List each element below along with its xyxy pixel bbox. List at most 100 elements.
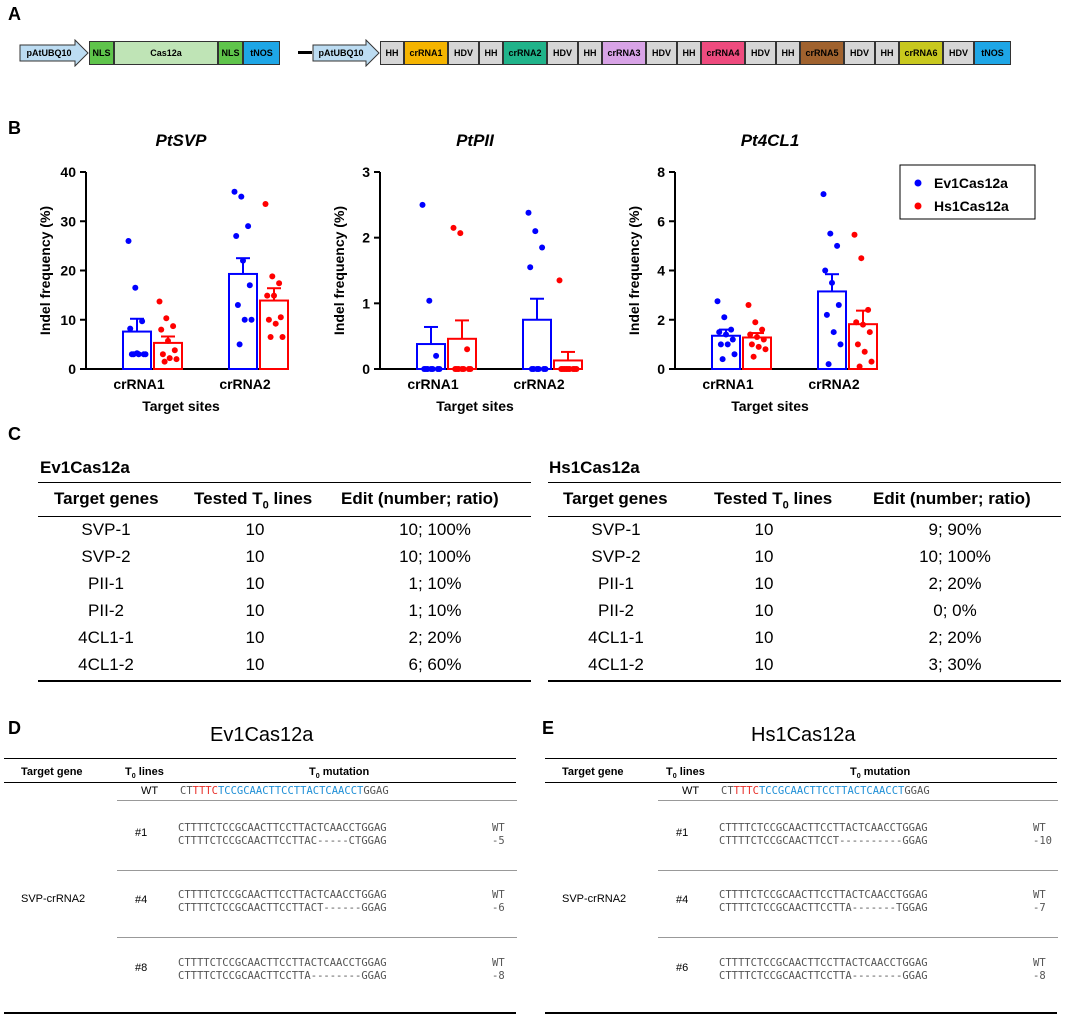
y-axis-label: Indel frequency (%) (37, 206, 53, 335)
data-point (542, 366, 549, 372)
panel-label-c: C (8, 424, 21, 444)
data-point (130, 351, 137, 358)
line-id: #1 (676, 827, 689, 839)
allele-sequence: CTTTTCTCCGCAACTTCCTTA-------TGGAG (719, 902, 928, 914)
data-point (419, 201, 426, 208)
segment-crrna2: crRNA2 (503, 41, 547, 65)
data-point (245, 223, 252, 230)
data-point (573, 366, 580, 372)
mutation-panel-title: Ev1Cas12a (210, 724, 314, 746)
table-rule (548, 482, 1061, 483)
data-point (135, 351, 142, 358)
y-tick-label: 30 (60, 213, 76, 229)
table-cell: 4CL1-1 (588, 628, 644, 647)
line-id: #4 (676, 894, 689, 906)
hs-header-tested: Tested T0 lines (714, 489, 833, 512)
bar-hs1cas12a-crrna1 (447, 337, 477, 371)
allele-tag: WT (492, 822, 505, 834)
allele-sequence: CTTTTCTCCGCAACTTCCTTACTCAACCTGGAG (178, 822, 387, 834)
data-point (276, 280, 283, 287)
allele-sequence: CTTTTCTCCGCAACTTCCTTACTCAACCTGGAG (719, 822, 928, 834)
allele-tag: -8 (1033, 970, 1046, 982)
target-gene-label: SVP-crRNA2 (562, 893, 627, 905)
segment-cas12a: Cas12a (114, 41, 218, 65)
table-cell: 3; 30% (928, 655, 982, 674)
allele-sequence: CTTTTCTCCGCAACTTCCTTA--------GGAG (719, 970, 928, 982)
line-id: #8 (135, 962, 148, 974)
data-point (539, 244, 546, 251)
data-point (865, 306, 872, 313)
segment-hdv: HDV (448, 41, 479, 65)
data-point (829, 279, 835, 286)
table-rule (545, 782, 1057, 783)
legend-marker (914, 202, 922, 210)
table-rule (658, 870, 1058, 871)
ev-table-title: Ev1Cas12a (40, 458, 130, 477)
data-point (762, 346, 769, 353)
data-point (835, 301, 842, 308)
table-cell: PII-1 (598, 574, 634, 593)
allele-tag: WT (1033, 957, 1046, 969)
table-cell: 2; 20% (408, 628, 462, 647)
table-cell: 2; 20% (928, 628, 982, 647)
table-rule (4, 758, 516, 759)
data-point (851, 231, 858, 238)
table-cell: 2; 20% (928, 574, 982, 593)
wt-label: WT (141, 785, 159, 797)
table-cell: SVP-1 (81, 520, 131, 539)
data-point (747, 331, 754, 338)
line-id: #1 (135, 827, 148, 839)
x-axis-label: Target sites (731, 398, 809, 414)
target-gene-label: SVP-crRNA2 (21, 893, 86, 905)
segment-hdv: HDV (943, 41, 974, 65)
data-point (139, 318, 146, 325)
header-mutation: T0 mutation (850, 766, 911, 781)
data-point (724, 341, 731, 348)
chart-title: PtPII (456, 131, 495, 150)
y-tick-label: 6 (657, 213, 665, 229)
table-rule (548, 680, 1061, 682)
data-point (158, 326, 165, 333)
ev-header-target: Target genes (54, 489, 159, 508)
y-tick-label: 1 (362, 295, 370, 311)
data-point (866, 329, 873, 336)
data-point (556, 277, 563, 284)
header-lines: T0 lines (666, 766, 705, 781)
allele-tag: WT (1033, 889, 1046, 901)
data-point (240, 257, 246, 264)
data-point (830, 329, 837, 336)
data-point (433, 352, 440, 359)
table-cell: 10 (754, 520, 774, 539)
table-cell: 10; 100% (919, 547, 991, 566)
data-point (248, 316, 255, 323)
data-point (424, 366, 431, 372)
allele-sequence: CTTTTCTCCGCAACTTCCTTACTCAACCTGGAG (178, 889, 387, 901)
y-axis-label: Indel frequency (%) (331, 206, 347, 335)
segment-patubq10: pAtUBQ10 (19, 39, 89, 67)
table-cell: 10 (754, 601, 774, 620)
table-rule (38, 482, 531, 483)
data-point (760, 336, 767, 343)
segment-hh: HH (479, 41, 503, 65)
line-id: #4 (135, 894, 148, 906)
data-point (868, 358, 875, 365)
x-axis-label: Target sites (436, 398, 514, 414)
table-cell: 10 (754, 547, 774, 566)
hs-table-title: Hs1Cas12a (549, 458, 640, 477)
table-rule (545, 758, 1057, 759)
panel-label-e: E (542, 718, 555, 738)
table-cell: 1; 10% (408, 574, 462, 593)
bar-hs1cas12a-crrna1 (742, 336, 772, 370)
data-point (467, 366, 474, 372)
x-tick-label: crRNA2 (513, 376, 565, 392)
segment-hdv: HDV (646, 41, 677, 65)
data-point (731, 351, 738, 358)
data-point (127, 325, 134, 332)
legend-marker (914, 179, 922, 187)
header-target-gene: Target gene (562, 766, 624, 778)
x-axis-label: Target sites (142, 398, 220, 414)
data-point (820, 191, 827, 198)
data-point (159, 351, 166, 358)
table-cell: SVP-2 (81, 547, 131, 566)
